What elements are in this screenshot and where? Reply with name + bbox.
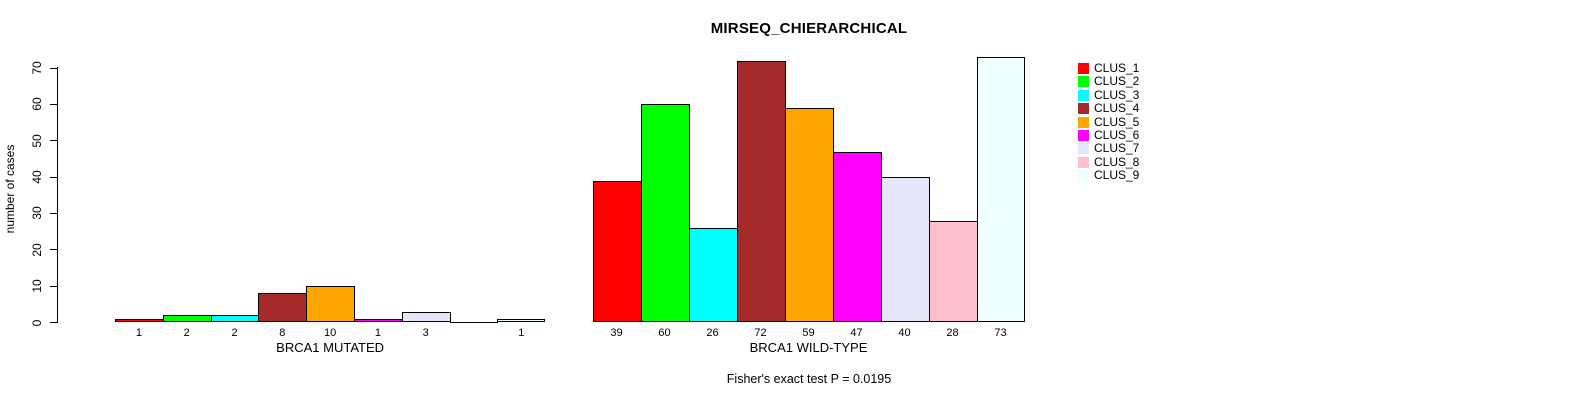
bar-clus_5-group0 — [306, 286, 355, 323]
legend-swatch-clus_8 — [1078, 156, 1089, 168]
bar-value-label: 28 — [946, 327, 959, 339]
bar-clus_9-group0 — [497, 318, 546, 323]
legend-item-clus_7: CLUS_7 — [1078, 142, 1139, 155]
legend-item-clus_9: CLUS_9 — [1078, 169, 1139, 182]
x-axis-label-brca1-mutated: BRCA1 MUTATED — [276, 340, 385, 355]
legend-label: CLUS_8 — [1094, 154, 1140, 169]
y-tick-label: 70 — [30, 61, 44, 75]
bar-clus_3-group1 — [688, 227, 738, 323]
y-tick-label: 30 — [30, 206, 44, 221]
bar-value-label: 72 — [754, 327, 767, 339]
legend-swatch-clus_5 — [1078, 116, 1089, 128]
legend-label: CLUS_6 — [1094, 128, 1140, 142]
bar-value-label: 1 — [518, 327, 525, 339]
bar-value-label: 39 — [610, 327, 623, 339]
bar-clus_6-group1 — [832, 151, 882, 323]
bar-clus_1-group0 — [115, 318, 164, 323]
y-tick-label: 40 — [30, 170, 44, 184]
bar-clus_7-group1 — [880, 177, 930, 323]
legend-swatch-clus_7 — [1078, 143, 1089, 155]
bar-clus_3-group0 — [210, 315, 260, 323]
bar-value-label: 59 — [802, 327, 815, 339]
y-tick — [50, 212, 58, 214]
chart-title: MIRSEQ_CHIERARCHICAL — [710, 20, 908, 37]
bar-value-label: 47 — [850, 327, 863, 339]
legend-label: CLUS_7 — [1094, 141, 1140, 156]
legend-item-clus_4: CLUS_4 — [1078, 102, 1139, 115]
bar-value-label: 2 — [183, 327, 190, 339]
bar-clus_1-group1 — [592, 180, 642, 323]
y-tick — [50, 285, 58, 287]
legend-swatch-clus_3 — [1078, 89, 1089, 101]
bar-value-label: 1 — [374, 327, 381, 339]
bar-value-label: 26 — [706, 327, 719, 339]
bar-clus_2-group0 — [162, 315, 212, 323]
y-tick — [50, 103, 58, 105]
legend-label: CLUS_3 — [1094, 87, 1140, 102]
y-tick-label: 10 — [30, 279, 44, 293]
bar-clus_6-group0 — [354, 318, 403, 323]
y-tick — [50, 176, 58, 178]
y-tick — [50, 322, 58, 323]
y-axis-title: number of cases — [3, 144, 17, 234]
bar-value-label: 10 — [323, 327, 337, 339]
bar-value-label: 73 — [994, 327, 1007, 339]
legend-swatch-clus_4 — [1078, 103, 1089, 115]
legend-label: CLUS_1 — [1094, 61, 1140, 75]
legend-swatch-clus_9 — [1078, 170, 1089, 182]
y-tick-label: 60 — [30, 97, 44, 112]
x-axis-label-brca1-wild-type: BRCA1 WILD-TYPE — [749, 340, 868, 355]
legend-item-clus_8: CLUS_8 — [1078, 154, 1140, 169]
legend-item-clus_1: CLUS_1 — [1078, 62, 1139, 75]
bar-value-label: 1 — [135, 327, 142, 339]
zero-bar-clus_8-group0 — [449, 321, 499, 323]
y-tick — [50, 140, 58, 142]
legend-item-clus_6: CLUS_6 — [1078, 129, 1139, 142]
bar-clus_7-group0 — [401, 311, 451, 323]
legend-item-clus_5: CLUS_5 — [1078, 114, 1140, 129]
footnote: Fisher's exact test P = 0.0195 — [726, 372, 892, 386]
bar-clus_5-group1 — [784, 107, 834, 323]
bar-clus_4-group1 — [736, 60, 786, 323]
legend-label: CLUS_4 — [1094, 101, 1140, 116]
legend-label: CLUS_2 — [1094, 74, 1140, 89]
legend-swatch-clus_1 — [1078, 63, 1089, 74]
legend-item-clus_2: CLUS_2 — [1078, 75, 1139, 88]
bar-clus_8-group1 — [928, 220, 978, 323]
bar-value-label: 60 — [658, 327, 671, 339]
y-tick — [50, 67, 58, 69]
bar-value-label: 2 — [231, 327, 238, 339]
bar-value-label: 8 — [279, 327, 286, 339]
legend-label: CLUS_9 — [1094, 168, 1140, 183]
legend-item-clus_3: CLUS_3 — [1078, 87, 1140, 102]
bar-clus_4-group0 — [258, 293, 308, 323]
bar-value-label: 3 — [422, 327, 429, 339]
y-tick-label: 20 — [30, 243, 44, 257]
bar-clus_9-group1 — [976, 57, 1025, 323]
legend-swatch-clus_6 — [1078, 130, 1089, 141]
legend-label: CLUS_5 — [1094, 114, 1140, 129]
y-axis-line — [57, 67, 58, 323]
bar-value-label: 40 — [898, 327, 911, 339]
y-tick-label: 50 — [30, 134, 44, 148]
y-tick-label: 0 — [30, 319, 44, 326]
bar-clus_2-group1 — [640, 104, 690, 323]
y-tick — [50, 249, 58, 251]
legend-swatch-clus_2 — [1078, 76, 1089, 88]
